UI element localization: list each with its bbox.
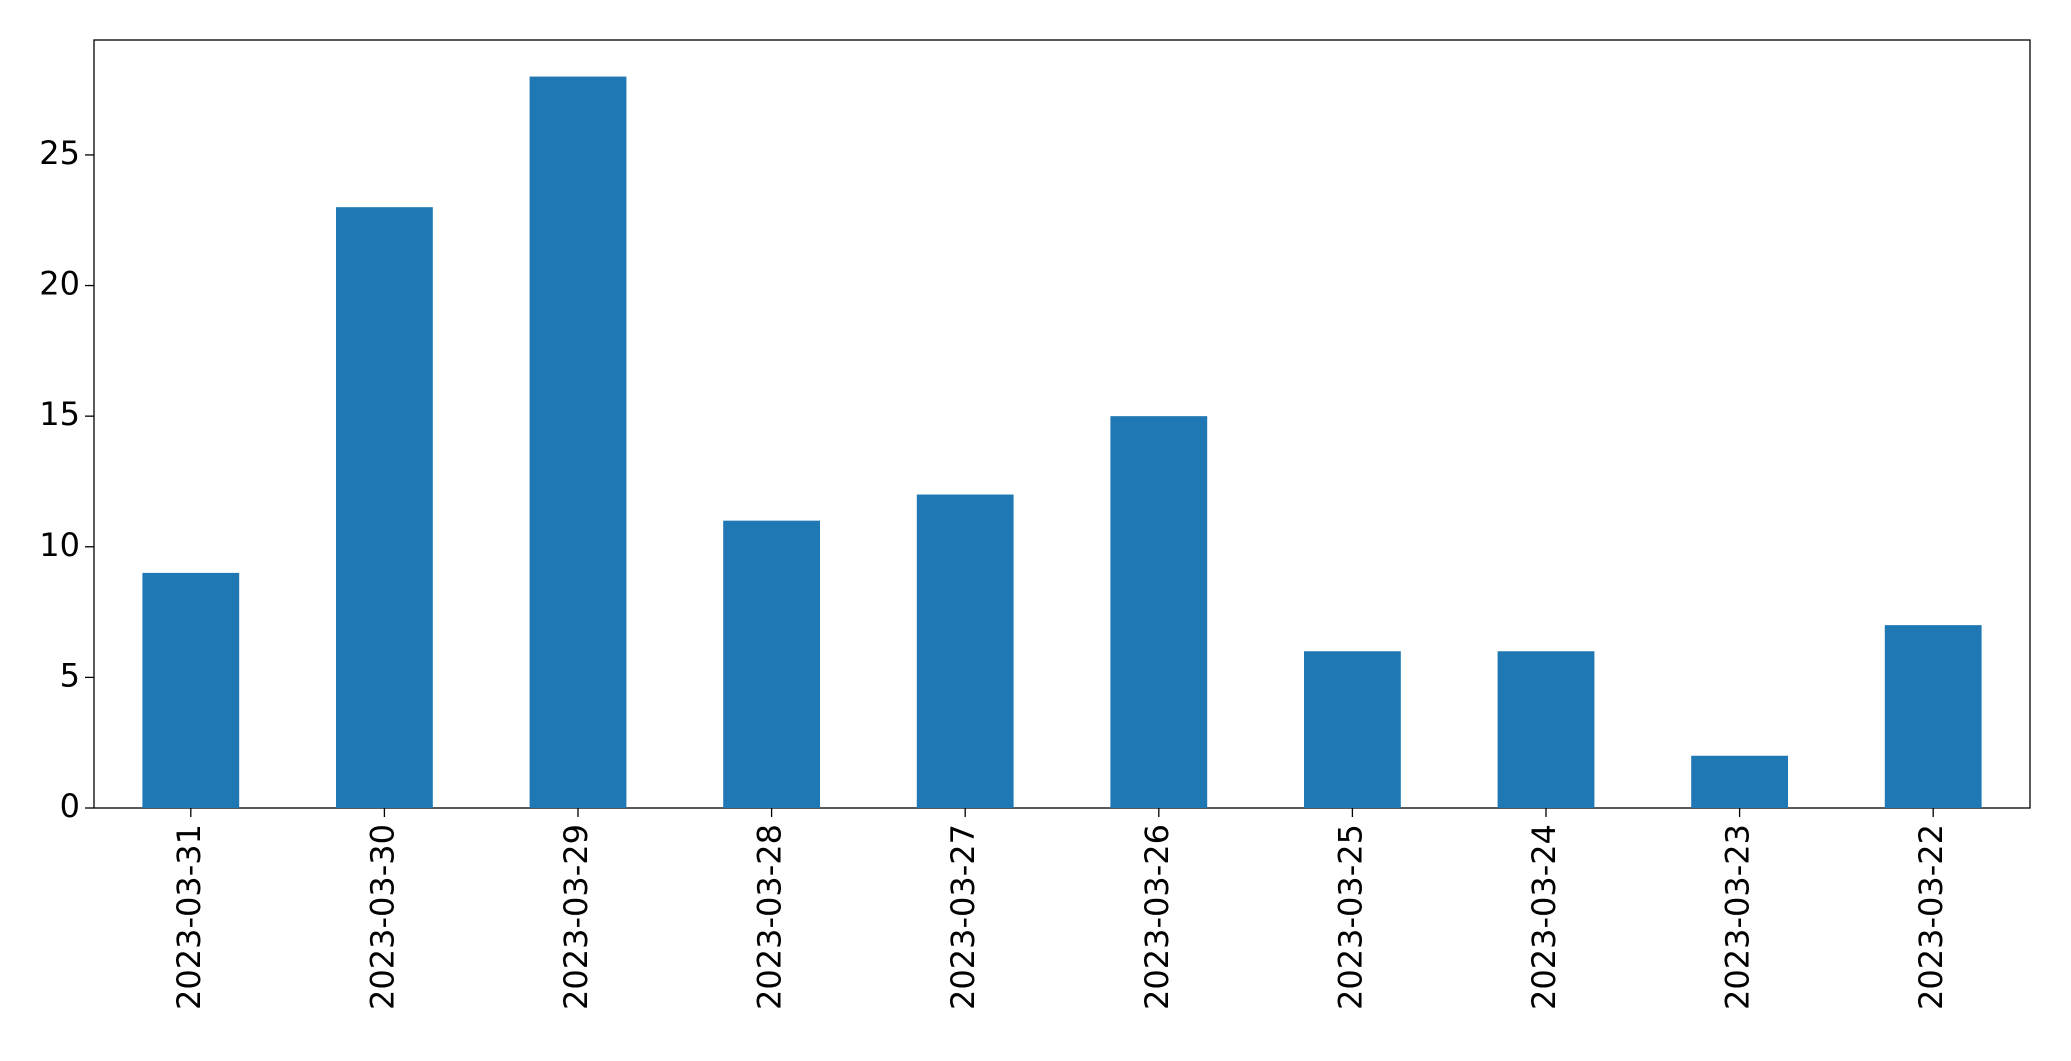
bar: [1110, 416, 1208, 808]
plot-frame: [93, 39, 2031, 809]
y-tick-label: 25: [39, 134, 80, 172]
x-tick-label: 2023-03-24: [1525, 824, 1563, 1010]
x-tick-label: 2023-03-29: [557, 824, 595, 1010]
bar: [723, 520, 820, 808]
x-tick-label: 2023-03-23: [1719, 824, 1757, 1010]
y-tick-label: 10: [39, 526, 80, 564]
x-tick-label: 2023-03-26: [1138, 824, 1176, 1010]
y-tick-label: 20: [39, 265, 80, 303]
bar: [1497, 651, 1595, 808]
x-tick-label: 2023-03-22: [1912, 824, 1950, 1010]
y-tick-label: 0: [60, 787, 80, 825]
bar: [336, 207, 433, 809]
bar: [1884, 625, 1982, 808]
x-tick-label: 2023-03-27: [944, 824, 982, 1010]
bar: [1304, 651, 1401, 808]
bar: [916, 494, 1014, 808]
y-tick-label: 5: [60, 656, 80, 694]
x-tick-label: 2023-03-30: [363, 824, 401, 1010]
x-tick-label: 2023-03-28: [751, 824, 789, 1010]
y-tick-label: 15: [39, 395, 80, 433]
bar: [142, 572, 240, 808]
x-tick-label: 2023-03-25: [1331, 824, 1369, 1010]
bar: [1691, 755, 1788, 808]
bar: [529, 76, 627, 809]
x-tick-label: 2023-03-31: [170, 824, 208, 1010]
